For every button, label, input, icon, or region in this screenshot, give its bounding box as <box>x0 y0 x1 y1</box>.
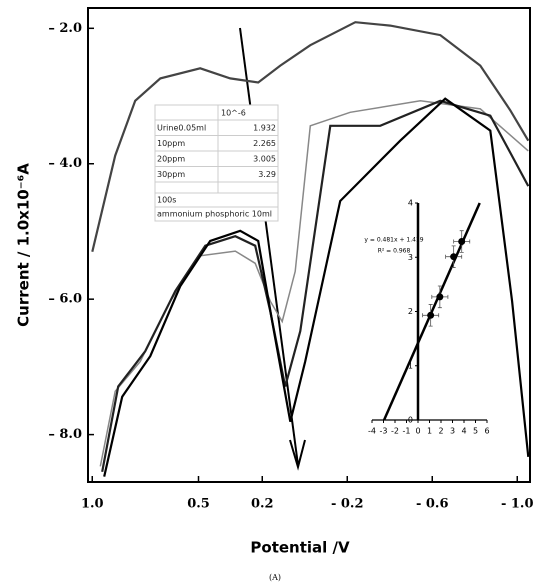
y-axis-label: Current / 1.0x10⁻⁶A <box>15 163 33 327</box>
inset-x-tick-label: 3 <box>450 427 455 436</box>
table-value: 2.265 <box>253 139 276 148</box>
caption: (A) <box>269 573 281 582</box>
point <box>436 293 444 301</box>
inset-y-tick-label: 1 <box>408 361 413 370</box>
table-value: 1.932 <box>253 123 276 132</box>
table-label: 20ppm <box>157 154 185 163</box>
arrow-shaft <box>239 27 299 466</box>
point <box>427 311 435 319</box>
table-bg <box>154 104 279 222</box>
plot-frame <box>87 7 531 483</box>
inset-x-tick-label: 5 <box>473 427 478 436</box>
x-tick-label: - 0.2 <box>331 497 364 512</box>
point <box>458 238 466 246</box>
table-label: Urine0.05ml <box>157 123 206 132</box>
table-label: 10ppm <box>157 139 185 148</box>
inset-x-tick-label: -3 <box>380 427 388 436</box>
point <box>450 253 458 261</box>
inset-y-tick-label: 3 <box>408 253 413 262</box>
table-value: 3.29 <box>258 170 276 179</box>
inset-x-tick-label: -4 <box>368 427 376 436</box>
x-tick-label: - 0.6 <box>416 497 449 512</box>
y-tick-label: – 2.0 <box>48 21 82 36</box>
table-label: 30ppm <box>157 170 185 179</box>
fit-label: y = 0.481x + 1.419 <box>364 237 423 244</box>
r2-label: R² = 0.968 <box>378 248 411 255</box>
inset-y-tick-label: 4 <box>408 199 413 208</box>
x-tick-label: 0.5 <box>187 497 210 512</box>
table-note: 100s <box>157 196 176 205</box>
inset-x-tick-label: -2 <box>391 427 399 436</box>
arrow-head <box>289 439 306 471</box>
x-tick-label: 0.2 <box>251 497 274 512</box>
inset-y-tick-label: 0 <box>408 416 413 425</box>
inset-x-tick-label: -1 <box>403 427 411 436</box>
curve <box>103 97 530 477</box>
y-tick-label: – 4.0 <box>48 156 82 171</box>
y-tick-label: – 6.0 <box>48 292 82 307</box>
inset-x-tick-label: 2 <box>438 427 443 436</box>
table-header: 10^-6 <box>221 109 246 118</box>
x-tick-label: - 1.0 <box>501 497 534 512</box>
curve <box>91 21 530 253</box>
info-table: 10^-6 Urine0.05ml 1.932 10ppm 2.265 20ppm 3.00… <box>154 104 279 222</box>
inset-x-tick-label: 0 <box>415 427 420 436</box>
inset-x-tick-label: 6 <box>484 427 489 436</box>
inset-x-tick-label: 1 <box>427 427 432 436</box>
table-value: 3.005 <box>253 154 276 163</box>
x-tick-label: 1.0 <box>81 497 104 512</box>
table-note: ammonium phosphoric 10ml <box>157 210 272 219</box>
inset-x-tick-label: 4 <box>461 427 466 436</box>
x-axis-label: Potential /V <box>250 539 350 557</box>
arrow <box>239 27 306 471</box>
y-tick-label: – 8.0 <box>48 427 82 442</box>
inset-y-tick-label: 2 <box>408 307 413 316</box>
